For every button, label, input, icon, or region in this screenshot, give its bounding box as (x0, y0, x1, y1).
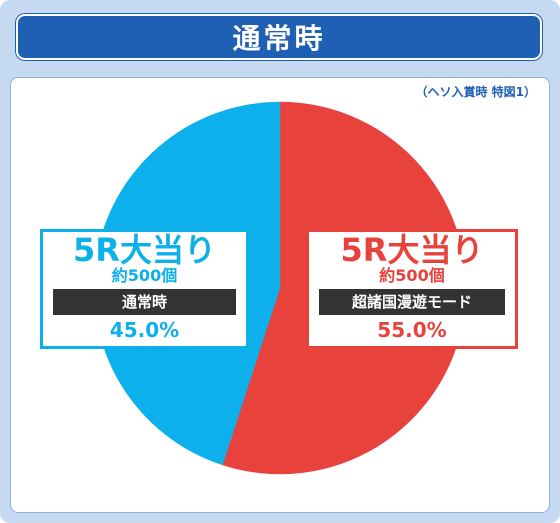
slice-label-percent: 55.0% (377, 318, 447, 342)
slice-label-super-mode: 5R大当り 約500個 超諸国漫遊モード 55.0% (306, 229, 518, 349)
slice-label-title: 5R大当り (73, 231, 216, 269)
slice-label-title: 5R大当り (340, 231, 484, 269)
chart-note: （ヘソ入賞時 特図1） (415, 85, 536, 99)
slice-label-mode: 通常時 (53, 289, 236, 315)
slice-label-sub: 約500個 (111, 266, 178, 285)
slice-label-normal: 5R大当り 約500個 通常時 45.0% (40, 229, 249, 349)
slice-label-mode: 超諸国漫遊モード (319, 289, 505, 315)
slice-label-percent: 45.0% (109, 318, 180, 342)
slice-label-sub: 約500個 (379, 266, 445, 285)
page-title: 通常時 (16, 14, 542, 60)
